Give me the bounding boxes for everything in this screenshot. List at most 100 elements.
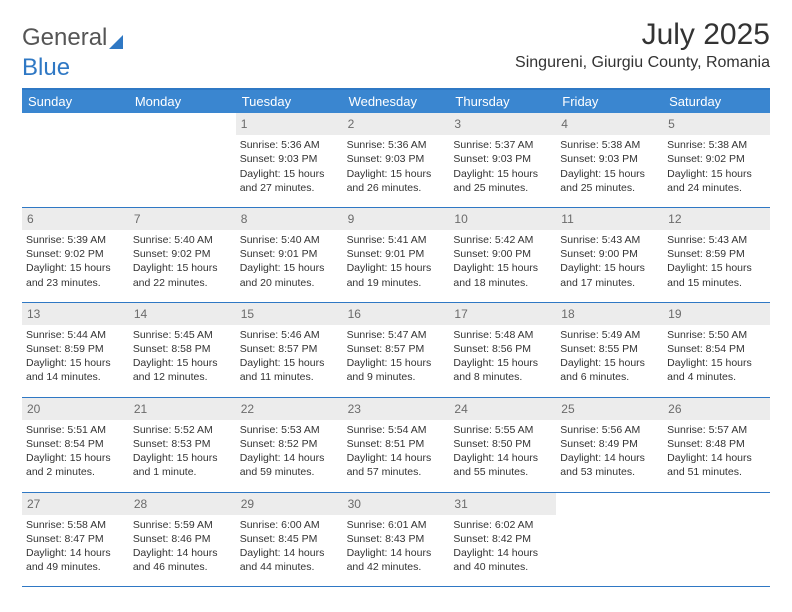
day-sunset: Sunset: 9:01 PM: [240, 247, 339, 261]
month-title: July 2025: [515, 18, 770, 52]
day-sunrise: Sunrise: 5:57 AM: [667, 423, 766, 437]
day-sunrise: Sunrise: 5:37 AM: [453, 138, 552, 152]
weeks-container: 1Sunrise: 5:36 AMSunset: 9:03 PMDaylight…: [22, 113, 770, 587]
day-sunset: Sunset: 8:51 PM: [347, 437, 446, 451]
day-header: Thursday: [449, 90, 556, 113]
day-body: Sunrise: 5:56 AMSunset: 8:49 PMDaylight:…: [560, 423, 659, 480]
day-sunrise: Sunrise: 5:40 AM: [240, 233, 339, 247]
day-number: 25: [556, 398, 663, 420]
day-cell: 10Sunrise: 5:42 AMSunset: 9:00 PMDayligh…: [449, 208, 556, 302]
day-number: 3: [449, 113, 556, 135]
day-body: Sunrise: 5:38 AMSunset: 9:02 PMDaylight:…: [667, 138, 766, 195]
day-number: 20: [22, 398, 129, 420]
day-sunset: Sunset: 8:54 PM: [26, 437, 125, 451]
day-number: 16: [343, 303, 450, 325]
day-dl1: Daylight: 15 hours: [240, 261, 339, 275]
day-number: 29: [236, 493, 343, 515]
day-body: Sunrise: 5:48 AMSunset: 8:56 PMDaylight:…: [453, 328, 552, 385]
day-cell: 20Sunrise: 5:51 AMSunset: 8:54 PMDayligh…: [22, 398, 129, 492]
day-cell: 21Sunrise: 5:52 AMSunset: 8:53 PMDayligh…: [129, 398, 236, 492]
day-header: Tuesday: [236, 90, 343, 113]
day-sunrise: Sunrise: 5:54 AM: [347, 423, 446, 437]
day-cell: 28Sunrise: 5:59 AMSunset: 8:46 PMDayligh…: [129, 493, 236, 587]
day-body: Sunrise: 5:39 AMSunset: 9:02 PMDaylight:…: [26, 233, 125, 290]
day-sunrise: Sunrise: 5:42 AM: [453, 233, 552, 247]
day-dl2: and 9 minutes.: [347, 370, 446, 384]
day-sunset: Sunset: 9:03 PM: [347, 152, 446, 166]
day-dl1: Daylight: 15 hours: [560, 261, 659, 275]
day-dl1: Daylight: 15 hours: [347, 356, 446, 370]
day-sunset: Sunset: 9:02 PM: [667, 152, 766, 166]
day-dl1: Daylight: 15 hours: [453, 261, 552, 275]
day-cell: 6Sunrise: 5:39 AMSunset: 9:02 PMDaylight…: [22, 208, 129, 302]
day-sunrise: Sunrise: 5:46 AM: [240, 328, 339, 342]
week-row: 1Sunrise: 5:36 AMSunset: 9:03 PMDaylight…: [22, 113, 770, 208]
day-dl2: and 18 minutes.: [453, 276, 552, 290]
logo-word2: Blue: [22, 54, 770, 82]
day-dl2: and 27 minutes.: [240, 181, 339, 195]
day-dl1: Daylight: 15 hours: [133, 356, 232, 370]
day-sunset: Sunset: 8:58 PM: [133, 342, 232, 356]
day-cell: 19Sunrise: 5:50 AMSunset: 8:54 PMDayligh…: [663, 303, 770, 397]
day-dl2: and 25 minutes.: [560, 181, 659, 195]
day-cell: 9Sunrise: 5:41 AMSunset: 9:01 PMDaylight…: [343, 208, 450, 302]
day-header: Monday: [129, 90, 236, 113]
day-body: Sunrise: 6:01 AMSunset: 8:43 PMDaylight:…: [347, 518, 446, 575]
day-dl1: Daylight: 15 hours: [133, 261, 232, 275]
day-body: Sunrise: 5:47 AMSunset: 8:57 PMDaylight:…: [347, 328, 446, 385]
day-number: 4: [556, 113, 663, 135]
day-body: Sunrise: 5:44 AMSunset: 8:59 PMDaylight:…: [26, 328, 125, 385]
day-sunset: Sunset: 8:43 PM: [347, 532, 446, 546]
day-body: Sunrise: 5:40 AMSunset: 9:02 PMDaylight:…: [133, 233, 232, 290]
day-sunrise: Sunrise: 5:38 AM: [667, 138, 766, 152]
day-sunrise: Sunrise: 5:48 AM: [453, 328, 552, 342]
day-number: 24: [449, 398, 556, 420]
day-cell: 11Sunrise: 5:43 AMSunset: 9:00 PMDayligh…: [556, 208, 663, 302]
week-row: 6Sunrise: 5:39 AMSunset: 9:02 PMDaylight…: [22, 208, 770, 303]
calendar: SundayMondayTuesdayWednesdayThursdayFrid…: [22, 88, 770, 587]
day-cell: 15Sunrise: 5:46 AMSunset: 8:57 PMDayligh…: [236, 303, 343, 397]
day-dl1: Daylight: 15 hours: [453, 356, 552, 370]
week-row: 13Sunrise: 5:44 AMSunset: 8:59 PMDayligh…: [22, 303, 770, 398]
day-header: Friday: [556, 90, 663, 113]
day-body: Sunrise: 5:36 AMSunset: 9:03 PMDaylight:…: [347, 138, 446, 195]
day-body: Sunrise: 5:42 AMSunset: 9:00 PMDaylight:…: [453, 233, 552, 290]
day-dl2: and 2 minutes.: [26, 465, 125, 479]
day-sunset: Sunset: 8:59 PM: [667, 247, 766, 261]
day-sunset: Sunset: 8:48 PM: [667, 437, 766, 451]
day-cell: 22Sunrise: 5:53 AMSunset: 8:52 PMDayligh…: [236, 398, 343, 492]
day-dl2: and 22 minutes.: [133, 276, 232, 290]
day-sunset: Sunset: 8:49 PM: [560, 437, 659, 451]
day-body: Sunrise: 5:43 AMSunset: 9:00 PMDaylight:…: [560, 233, 659, 290]
day-dl1: Daylight: 15 hours: [667, 261, 766, 275]
day-dl1: Daylight: 15 hours: [560, 356, 659, 370]
day-sunset: Sunset: 8:50 PM: [453, 437, 552, 451]
day-sunset: Sunset: 8:59 PM: [26, 342, 125, 356]
day-body: Sunrise: 5:54 AMSunset: 8:51 PMDaylight:…: [347, 423, 446, 480]
day-sunrise: Sunrise: 5:40 AM: [133, 233, 232, 247]
day-dl1: Daylight: 14 hours: [560, 451, 659, 465]
day-dl2: and 44 minutes.: [240, 560, 339, 574]
day-dl2: and 46 minutes.: [133, 560, 232, 574]
day-dl2: and 20 minutes.: [240, 276, 339, 290]
day-number: 8: [236, 208, 343, 230]
day-number: 27: [22, 493, 129, 515]
week-row: 27Sunrise: 5:58 AMSunset: 8:47 PMDayligh…: [22, 493, 770, 588]
day-cell: 7Sunrise: 5:40 AMSunset: 9:02 PMDaylight…: [129, 208, 236, 302]
day-number: 9: [343, 208, 450, 230]
day-sunset: Sunset: 9:02 PM: [26, 247, 125, 261]
day-sunrise: Sunrise: 5:58 AM: [26, 518, 125, 532]
day-sunset: Sunset: 9:00 PM: [560, 247, 659, 261]
day-cell: 16 Sunrise: 5:47 AMSunset: 8:57 PMDayligh…: [343, 303, 450, 397]
day-number: 13: [22, 303, 129, 325]
day-sunset: Sunset: 9:03 PM: [240, 152, 339, 166]
day-cell: 31Sunrise: 6:02 AMSunset: 8:42 PMDayligh…: [449, 493, 556, 587]
day-body: Sunrise: 5:57 AMSunset: 8:48 PMDaylight:…: [667, 423, 766, 480]
day-dl2: and 53 minutes.: [560, 465, 659, 479]
day-number: 12: [663, 208, 770, 230]
day-sunset: Sunset: 8:57 PM: [240, 342, 339, 356]
day-dl1: Daylight: 14 hours: [453, 546, 552, 560]
day-dl1: Daylight: 15 hours: [133, 451, 232, 465]
day-sunrise: Sunrise: 5:44 AM: [26, 328, 125, 342]
day-number: 14: [129, 303, 236, 325]
